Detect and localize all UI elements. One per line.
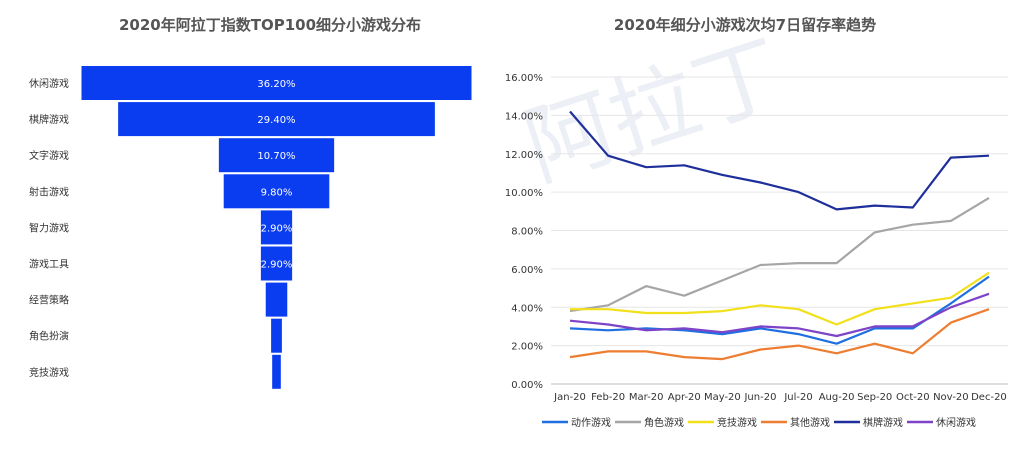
funnel-bar — [218, 138, 335, 173]
series-line — [569, 292, 990, 338]
y-tick-label: 2.00% — [511, 342, 543, 353]
y-tick-label: 6.00% — [511, 265, 543, 276]
y-tick-label: 14.00% — [505, 111, 543, 122]
y-tick-label: 8.00% — [511, 227, 543, 238]
funnel-value-label: 10.70% — [257, 151, 295, 162]
y-tick-label: 10.00% — [505, 188, 543, 199]
funnel-category-label: 经营策略 — [29, 294, 69, 307]
funnel-value-label: 2.90% — [261, 260, 293, 271]
legend-label: 角色游戏 — [644, 416, 684, 429]
funnel-bar — [260, 210, 293, 245]
funnel-bar — [118, 102, 435, 137]
y-tick-label: 4.00% — [511, 303, 543, 314]
funnel-bar — [271, 318, 282, 353]
line-chart: 2020年细分小游戏次均7日留存率趋势 0.00% 2.00% 4.00% 6.00% 8… — [505, 16, 1008, 429]
funnel-bar — [272, 354, 281, 389]
line-chart-title: 2020年细分小游戏次均7日留存率趋势 — [614, 16, 876, 34]
series-line — [570, 271, 990, 326]
funnel-title: 2020年阿拉丁指数TOP100细分小游戏分布 — [119, 16, 421, 34]
y-tick-label: 16.00% — [505, 73, 543, 84]
series-line — [569, 196, 990, 313]
x-tick-label: Sep-20 — [857, 392, 892, 403]
funnel-category-label: 休闲游戏 — [29, 77, 69, 90]
funnel-bar — [81, 66, 472, 100]
series-line — [569, 110, 990, 211]
funnel-category-label: 棋牌游戏 — [29, 113, 69, 126]
x-tick-label: Feb-20 — [591, 392, 625, 403]
x-tick-label: Jul-20 — [783, 392, 812, 403]
x-tick-label: Jan-20 — [553, 392, 586, 403]
x-tick-label: Aug-20 — [819, 392, 855, 403]
funnel-value-label: 29.40% — [257, 115, 295, 126]
legend-label: 动作游戏 — [571, 416, 611, 429]
y-tick-label: 12.00% — [505, 150, 543, 161]
x-tick-label: Oct-20 — [896, 392, 930, 403]
funnel-value-label: 36.20% — [257, 79, 295, 90]
funnel-category-label: 竞技游戏 — [29, 366, 69, 379]
funnel-category-label: 射击游戏 — [29, 185, 69, 198]
series-line — [569, 308, 990, 361]
x-tick-label: Dec-20 — [971, 392, 1007, 403]
funnel-value-label: 9.80% — [261, 187, 293, 198]
legend-label: 棋牌游戏 — [863, 416, 903, 429]
x-tick-label: Jun-20 — [743, 392, 776, 403]
legend-label: 其他游戏 — [790, 416, 830, 429]
x-tick-label: Mar-20 — [629, 392, 664, 403]
legend-label: 休闲游戏 — [936, 416, 976, 429]
funnel-category-label: 角色扮演 — [29, 330, 69, 343]
funnel-bar — [260, 246, 293, 281]
funnel-category-label: 文字游戏 — [29, 149, 69, 162]
legend-label: 竞技游戏 — [717, 416, 757, 429]
y-tick-label: 0.00% — [511, 380, 543, 391]
funnel-bar — [223, 174, 330, 209]
x-tick-label: May-20 — [704, 392, 741, 403]
series-line — [569, 275, 990, 345]
x-tick-label: Nov-20 — [933, 392, 969, 403]
funnel-value-label: 2.90% — [261, 223, 293, 234]
funnel-bar — [265, 282, 288, 317]
funnel-category-label: 智力游戏 — [29, 221, 69, 234]
funnel-category-label: 游戏工具 — [29, 258, 69, 271]
x-tick-label: Apr-20 — [668, 392, 701, 403]
